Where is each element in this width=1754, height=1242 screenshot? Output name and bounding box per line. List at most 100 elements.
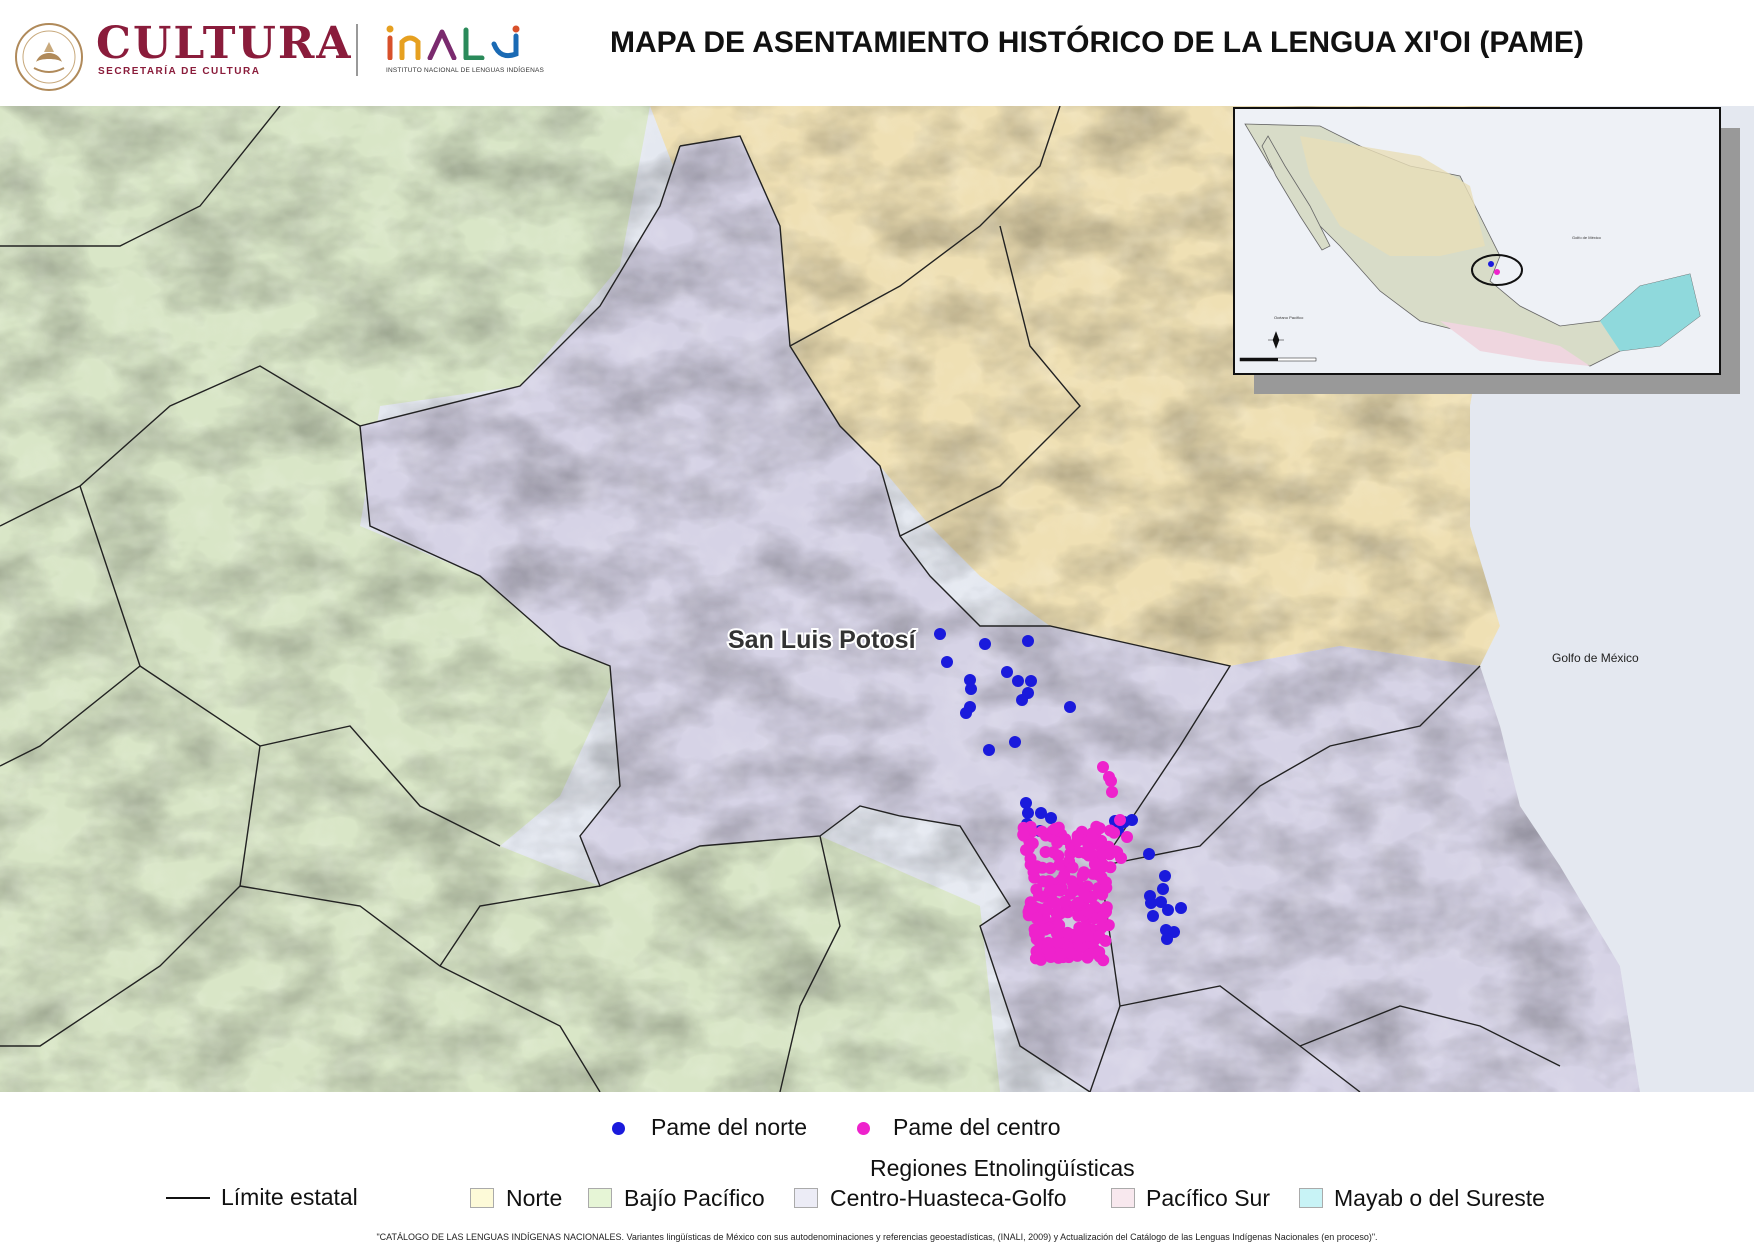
pame-norte-point — [965, 683, 977, 695]
pame-centro-point — [1087, 867, 1100, 880]
pame-centro-point — [1095, 911, 1108, 924]
footnote-citation: "CATÁLOGO DE LAS LENGUAS INDÍGENAS NACIO… — [376, 1232, 1378, 1242]
pame-centro-point — [1017, 828, 1030, 841]
pame-centro-point — [1072, 896, 1085, 909]
pame-norte-point — [1145, 897, 1157, 909]
legend-label-pame-centro: Pame del centro — [893, 1114, 1061, 1140]
pame-centro-point — [1051, 884, 1063, 897]
logo-divider — [356, 24, 358, 76]
pame-norte-point — [1157, 883, 1169, 895]
pame-centro-point — [1042, 936, 1055, 949]
pame-centro-point — [1041, 876, 1054, 889]
pame-centro-point — [1053, 858, 1066, 871]
pame-centro-point — [1024, 852, 1037, 865]
pame-centro-point — [1100, 901, 1113, 914]
pame-norte-point — [1045, 812, 1057, 824]
pame-norte-point — [1126, 814, 1138, 826]
pame-norte-point — [983, 744, 995, 756]
pame-norte-point — [934, 628, 946, 640]
legend-dot-pame-norte — [612, 1122, 625, 1135]
pame-centro-point — [1086, 831, 1099, 844]
legend-label-mayab: Mayab o del Sureste — [1334, 1185, 1545, 1211]
pame-norte-point — [1161, 933, 1173, 945]
pame-centro-point — [1114, 814, 1126, 826]
pame-centro-point — [1033, 889, 1045, 902]
pame-centro-point — [1077, 887, 1090, 899]
pame-norte-point — [1020, 797, 1032, 809]
pame-norte-point — [1001, 666, 1013, 678]
pame-norte-point — [960, 707, 972, 719]
pame-centro-point — [1099, 876, 1112, 889]
pame-centro-point — [1104, 824, 1117, 837]
pame-centro-point — [1028, 871, 1041, 884]
pame-norte-point — [941, 656, 953, 668]
pame-norte-point — [1022, 635, 1034, 647]
pame-centro-point — [1066, 861, 1079, 874]
pame-centro-point — [1097, 761, 1109, 773]
inset-map: Golfo de México Océano Pacífico — [1233, 107, 1740, 394]
pame-centro-point — [1044, 862, 1057, 875]
pame-norte-point — [1159, 870, 1171, 882]
pame-centro-point — [1051, 849, 1064, 862]
inset-scale-bar-fill — [1240, 358, 1278, 361]
pame-centro-point — [1061, 926, 1074, 939]
legend-boundary-line — [166, 1197, 210, 1199]
inset-region-norte — [1300, 136, 1485, 256]
map-canvas: San Luis Potosí Golfo de México Golfo de… — [0, 106, 1754, 1092]
mexico-seal-icon — [15, 23, 83, 91]
pame-norte-point — [1143, 848, 1155, 860]
inset-sea-label-pacifico: Océano Pacífico — [1274, 315, 1304, 320]
cultura-logo-text: CULTURA — [96, 18, 353, 69]
pame-centro-point — [1029, 927, 1042, 940]
legend-label-centro-huasteca-golfo: Centro-Huasteca-Golfo — [830, 1185, 1067, 1211]
pame-centro-point — [1105, 775, 1117, 787]
pame-centro-point — [1071, 830, 1084, 842]
legend-label-bajio-pacifico: Bajío Pacífico — [624, 1185, 765, 1211]
pame-centro-point — [1026, 902, 1038, 915]
legend-label-boundary: Límite estatal — [221, 1184, 358, 1210]
legend-label-pame-norte: Pame del norte — [651, 1114, 807, 1140]
cultura-subtitle: SECRETARÍA DE CULTURA — [98, 66, 261, 77]
pame-norte-point — [1012, 675, 1024, 687]
state-boundaries — [0, 106, 1561, 1092]
pame-centro-point — [1083, 948, 1096, 961]
pame-centro-point — [1089, 857, 1102, 870]
pame-centro-point — [1048, 823, 1061, 835]
pame-centro-point — [1093, 930, 1106, 943]
state-label-san-luis-potosi: San Luis Potosí — [728, 626, 917, 654]
legend-box-mayab — [1299, 1188, 1323, 1208]
header: CULTURA SECRETARÍA DE CULTURA INSTITUTO … — [0, 0, 1754, 100]
pame-centro-point — [1121, 831, 1133, 843]
pame-centro-point — [1050, 927, 1063, 940]
pame-centro-point — [1052, 951, 1065, 964]
pame-centro-point — [1026, 837, 1039, 850]
legend-regions-title: Regiones Etnolingüísticas — [870, 1155, 1135, 1181]
pame-centro-point — [1030, 912, 1043, 925]
inset-north-arrow-icon — [1268, 331, 1284, 349]
pame-norte-point — [1025, 675, 1037, 687]
pame-centro-point — [1106, 786, 1118, 798]
pame-centro-point — [1077, 866, 1090, 879]
pame-norte-point — [1155, 896, 1167, 908]
pame-centro-point — [1065, 875, 1078, 888]
legend-box-norte — [470, 1188, 494, 1208]
pame-norte-point — [1035, 807, 1047, 819]
pame-norte-point — [1016, 694, 1028, 706]
pame-centro-point — [1040, 902, 1053, 914]
pame-centro-point — [1035, 825, 1048, 838]
inset-baja-california — [1261, 135, 1331, 251]
pame-centro-point — [1051, 907, 1064, 919]
legend-dot-pame-centro — [857, 1122, 870, 1135]
pame-centro-points — [1017, 761, 1133, 967]
legend-label-norte: Norte — [506, 1185, 563, 1211]
page-title: MAPA DE ASENTAMIENTO HISTÓRICO DE LA LEN… — [610, 26, 1584, 59]
inset-region-pacifico-sur — [1440, 321, 1590, 366]
pame-centro-point — [1064, 946, 1077, 959]
inset-region-mayab — [1600, 274, 1700, 351]
pame-centro-point — [1082, 849, 1095, 862]
pame-norte-point — [979, 638, 991, 650]
pame-centro-point — [1058, 895, 1071, 908]
sea-label-golfo: Golfo de México — [1552, 651, 1639, 665]
pame-centro-point — [1081, 929, 1094, 942]
inali-subtitle: INSTITUTO NACIONAL DE LENGUAS INDÍGENAS — [386, 67, 545, 74]
